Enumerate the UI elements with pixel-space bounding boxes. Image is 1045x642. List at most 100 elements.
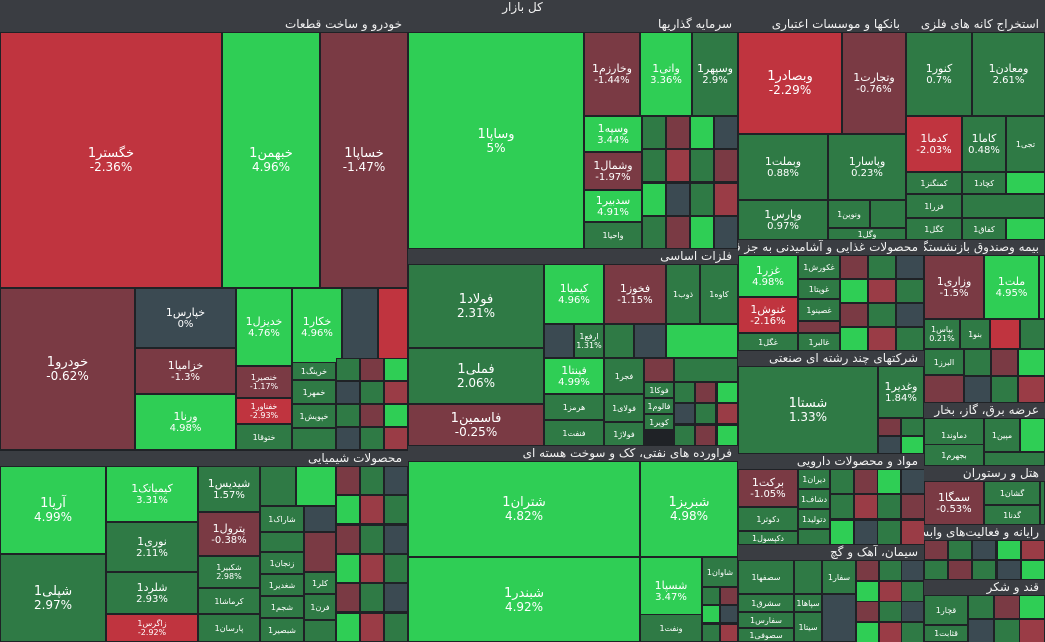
stock-tile-unlabeled[interactable] [634,324,666,358]
stock-tile-unlabeled[interactable] [997,540,1021,560]
stock-tile[interactable]: فالوم1 [644,398,674,414]
stock-tile[interactable]: سمگا1 -0.53% [924,481,984,525]
stock-tile-unlabeled[interactable] [360,554,384,583]
stock-tile[interactable]: ورنا1 4.98% [135,394,236,450]
stock-tile[interactable]: سصوفی1 [738,628,794,642]
stock-tile-unlabeled[interactable] [360,495,384,524]
stock-tile-unlabeled[interactable] [642,183,666,216]
stock-tile-unlabeled[interactable] [968,619,994,642]
stock-tile[interactable]: کچاد1 [962,172,1006,194]
stock-tile-unlabeled[interactable] [924,540,948,560]
stock-tile[interactable]: سصفها1 [738,560,794,594]
stock-tile-unlabeled[interactable] [830,494,854,519]
stock-tile-unlabeled[interactable] [1039,255,1045,319]
stock-tile-unlabeled[interactable] [984,452,1045,466]
stock-tile[interactable]: کیمیاتک1 3.31% [106,466,198,522]
stock-tile[interactable]: غزر1 4.98% [738,255,798,297]
stock-tile[interactable]: فوکا1 [644,382,674,398]
stock-tile-unlabeled[interactable] [717,403,738,424]
stock-tile-unlabeled[interactable] [336,583,360,612]
stock-tile-unlabeled[interactable] [342,288,378,366]
stock-tile-unlabeled[interactable] [962,194,1045,218]
stock-tile-unlabeled[interactable] [544,324,574,358]
stock-tile-unlabeled[interactable] [717,425,738,446]
sector-header[interactable]: محصولات غذایی و آشامیدنی به جز قند و شکر [738,240,924,255]
stock-tile[interactable]: سیتا1 [794,612,822,642]
stock-tile-unlabeled[interactable] [868,303,896,327]
stock-tile[interactable]: ختوقا1 [236,424,292,450]
stock-tile-unlabeled[interactable] [604,324,634,358]
stock-tile-unlabeled[interactable] [794,560,822,594]
stock-tile-unlabeled[interactable] [360,525,384,554]
stock-tile[interactable]: کویر1 [644,414,674,430]
stock-tile[interactable]: سپاها1 [794,594,822,612]
stock-tile[interactable]: غکورش1 [798,255,840,279]
stock-tile-unlabeled[interactable] [1018,376,1045,403]
stock-tile-unlabeled[interactable] [901,469,925,494]
stock-tile-unlabeled[interactable] [830,469,854,494]
stock-tile-unlabeled[interactable] [336,404,360,427]
stock-tile-unlabeled[interactable] [901,581,924,602]
sector-header[interactable]: بانکها و موسسات اعتباری [738,17,906,32]
stock-tile[interactable]: دکپسول1 [738,531,798,545]
sector-header[interactable]: فلزات اساسی [408,249,738,264]
stock-tile-unlabeled[interactable] [870,200,906,228]
stock-tile[interactable]: شسپا1 3.47% [640,557,702,625]
stock-tile[interactable]: سفار1 [822,560,856,594]
stock-tile-unlabeled[interactable] [360,613,384,642]
stock-tile[interactable]: سفارس1 [738,612,794,628]
stock-tile-unlabeled[interactable] [997,560,1021,580]
stock-tile[interactable]: خپارس1 0% [135,288,236,348]
stock-tile-unlabeled[interactable] [642,116,666,149]
stock-tile[interactable]: خرینگ1 [292,362,336,380]
stock-tile-unlabeled[interactable] [896,279,924,303]
stock-tile-unlabeled[interactable] [720,605,738,623]
stock-tile[interactable]: کفاق1 [962,218,1006,240]
stock-tile-unlabeled[interactable] [877,469,901,494]
stock-tile-unlabeled[interactable] [1020,418,1045,452]
stock-tile-unlabeled[interactable] [642,149,666,182]
stock-tile-unlabeled[interactable] [360,358,384,381]
stock-tile-unlabeled[interactable] [384,554,408,583]
stock-tile-unlabeled[interactable] [690,216,714,249]
stock-tile-unlabeled[interactable] [840,303,868,327]
stock-tile-unlabeled[interactable] [666,116,690,149]
stock-tile-unlabeled[interactable] [868,279,896,303]
stock-tile[interactable]: وزاری1 -1.5% [924,255,984,319]
stock-tile[interactable]: خساپا1 -1.47% [320,32,408,288]
sector-header[interactable]: رایانه و فعالیت‌های وابسته به آن [924,525,1045,540]
stock-tile-unlabeled[interactable] [384,466,408,495]
stock-tile-unlabeled[interactable] [714,183,738,216]
stock-tile-unlabeled[interactable] [868,255,896,279]
stock-tile[interactable]: شکبیر1 2.98% [198,556,260,588]
stock-tile[interactable]: واحیا1 [584,222,642,249]
stock-tile[interactable]: گدنا1 [984,505,1040,525]
stock-tile[interactable]: بنو1 [960,319,990,349]
stock-tile-unlabeled[interactable] [948,540,972,560]
stock-tile-unlabeled[interactable] [360,466,384,495]
stock-tile-unlabeled[interactable] [336,525,360,554]
stock-tile[interactable]: شلرد1 2.93% [106,572,198,614]
sector-header[interactable]: مواد و محصولات دارویی [738,454,924,469]
stock-tile[interactable]: خنصیر1 -1.17% [236,366,292,398]
stock-tile[interactable]: کنور1 0.7% [906,32,972,116]
stock-tile[interactable]: خکار1 4.96% [292,288,342,366]
stock-tile-unlabeled[interactable] [702,624,720,642]
stock-tile-unlabeled[interactable] [674,403,695,424]
stock-tile[interactable]: وسپهر1 2.9% [692,32,738,116]
stock-tile[interactable]: وساپا1 5% [408,32,584,249]
stock-tile-unlabeled[interactable] [924,560,948,580]
stock-tile-unlabeled[interactable] [840,255,868,279]
stock-tile[interactable]: کلر1 [304,572,336,594]
stock-tile[interactable]: شستا1 1.33% [738,366,878,454]
stock-tile[interactable]: شپلی1 2.97% [0,554,106,642]
stock-tile-unlabeled[interactable] [964,376,991,403]
stock-tile-unlabeled[interactable] [714,116,738,149]
stock-tile-unlabeled[interactable] [384,525,408,554]
stock-tile-unlabeled[interactable] [901,418,924,436]
stock-tile[interactable]: غصینو1 [798,299,840,321]
stock-tile[interactable]: فخوز1 -1.15% [604,264,666,324]
stock-tile-unlabeled[interactable] [968,595,994,619]
stock-tile[interactable]: فملی1 2.06% [408,348,544,404]
stock-tile-unlabeled[interactable] [360,381,384,404]
